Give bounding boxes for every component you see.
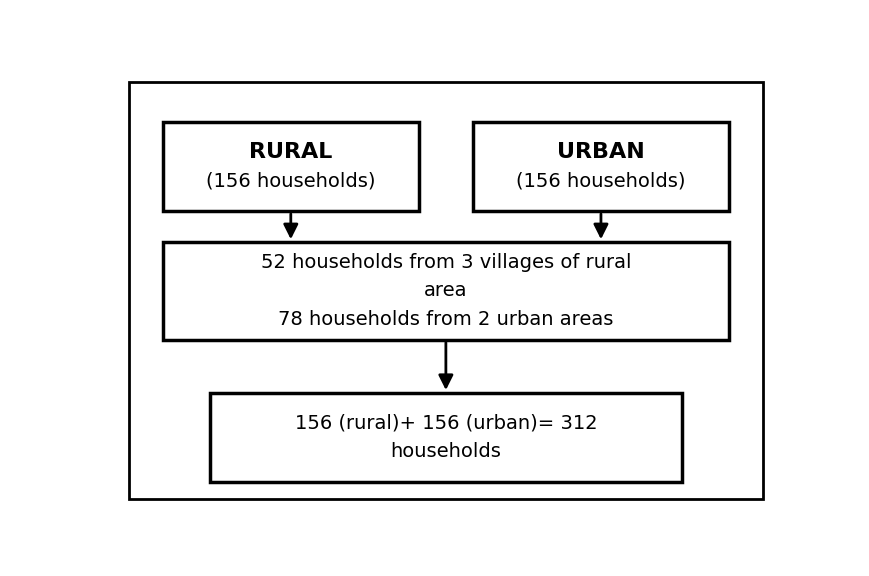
Bar (163, 122, 419, 211)
Text: URBAN: URBAN (556, 142, 644, 162)
Text: 52 households from 3 villages of rural: 52 households from 3 villages of rural (261, 252, 630, 271)
Bar (209, 393, 681, 482)
Text: households: households (390, 442, 501, 461)
Bar (473, 122, 728, 211)
Text: 156 (rural)+ 156 (urban)= 312: 156 (rural)+ 156 (urban)= 312 (295, 414, 596, 433)
Text: area: area (424, 282, 468, 300)
Text: (156 households): (156 households) (206, 172, 375, 191)
Text: 78 households from 2 urban areas: 78 households from 2 urban areas (278, 310, 613, 329)
Bar (163, 242, 728, 340)
Text: (156 households): (156 households) (515, 172, 685, 191)
Text: RURAL: RURAL (249, 142, 332, 162)
